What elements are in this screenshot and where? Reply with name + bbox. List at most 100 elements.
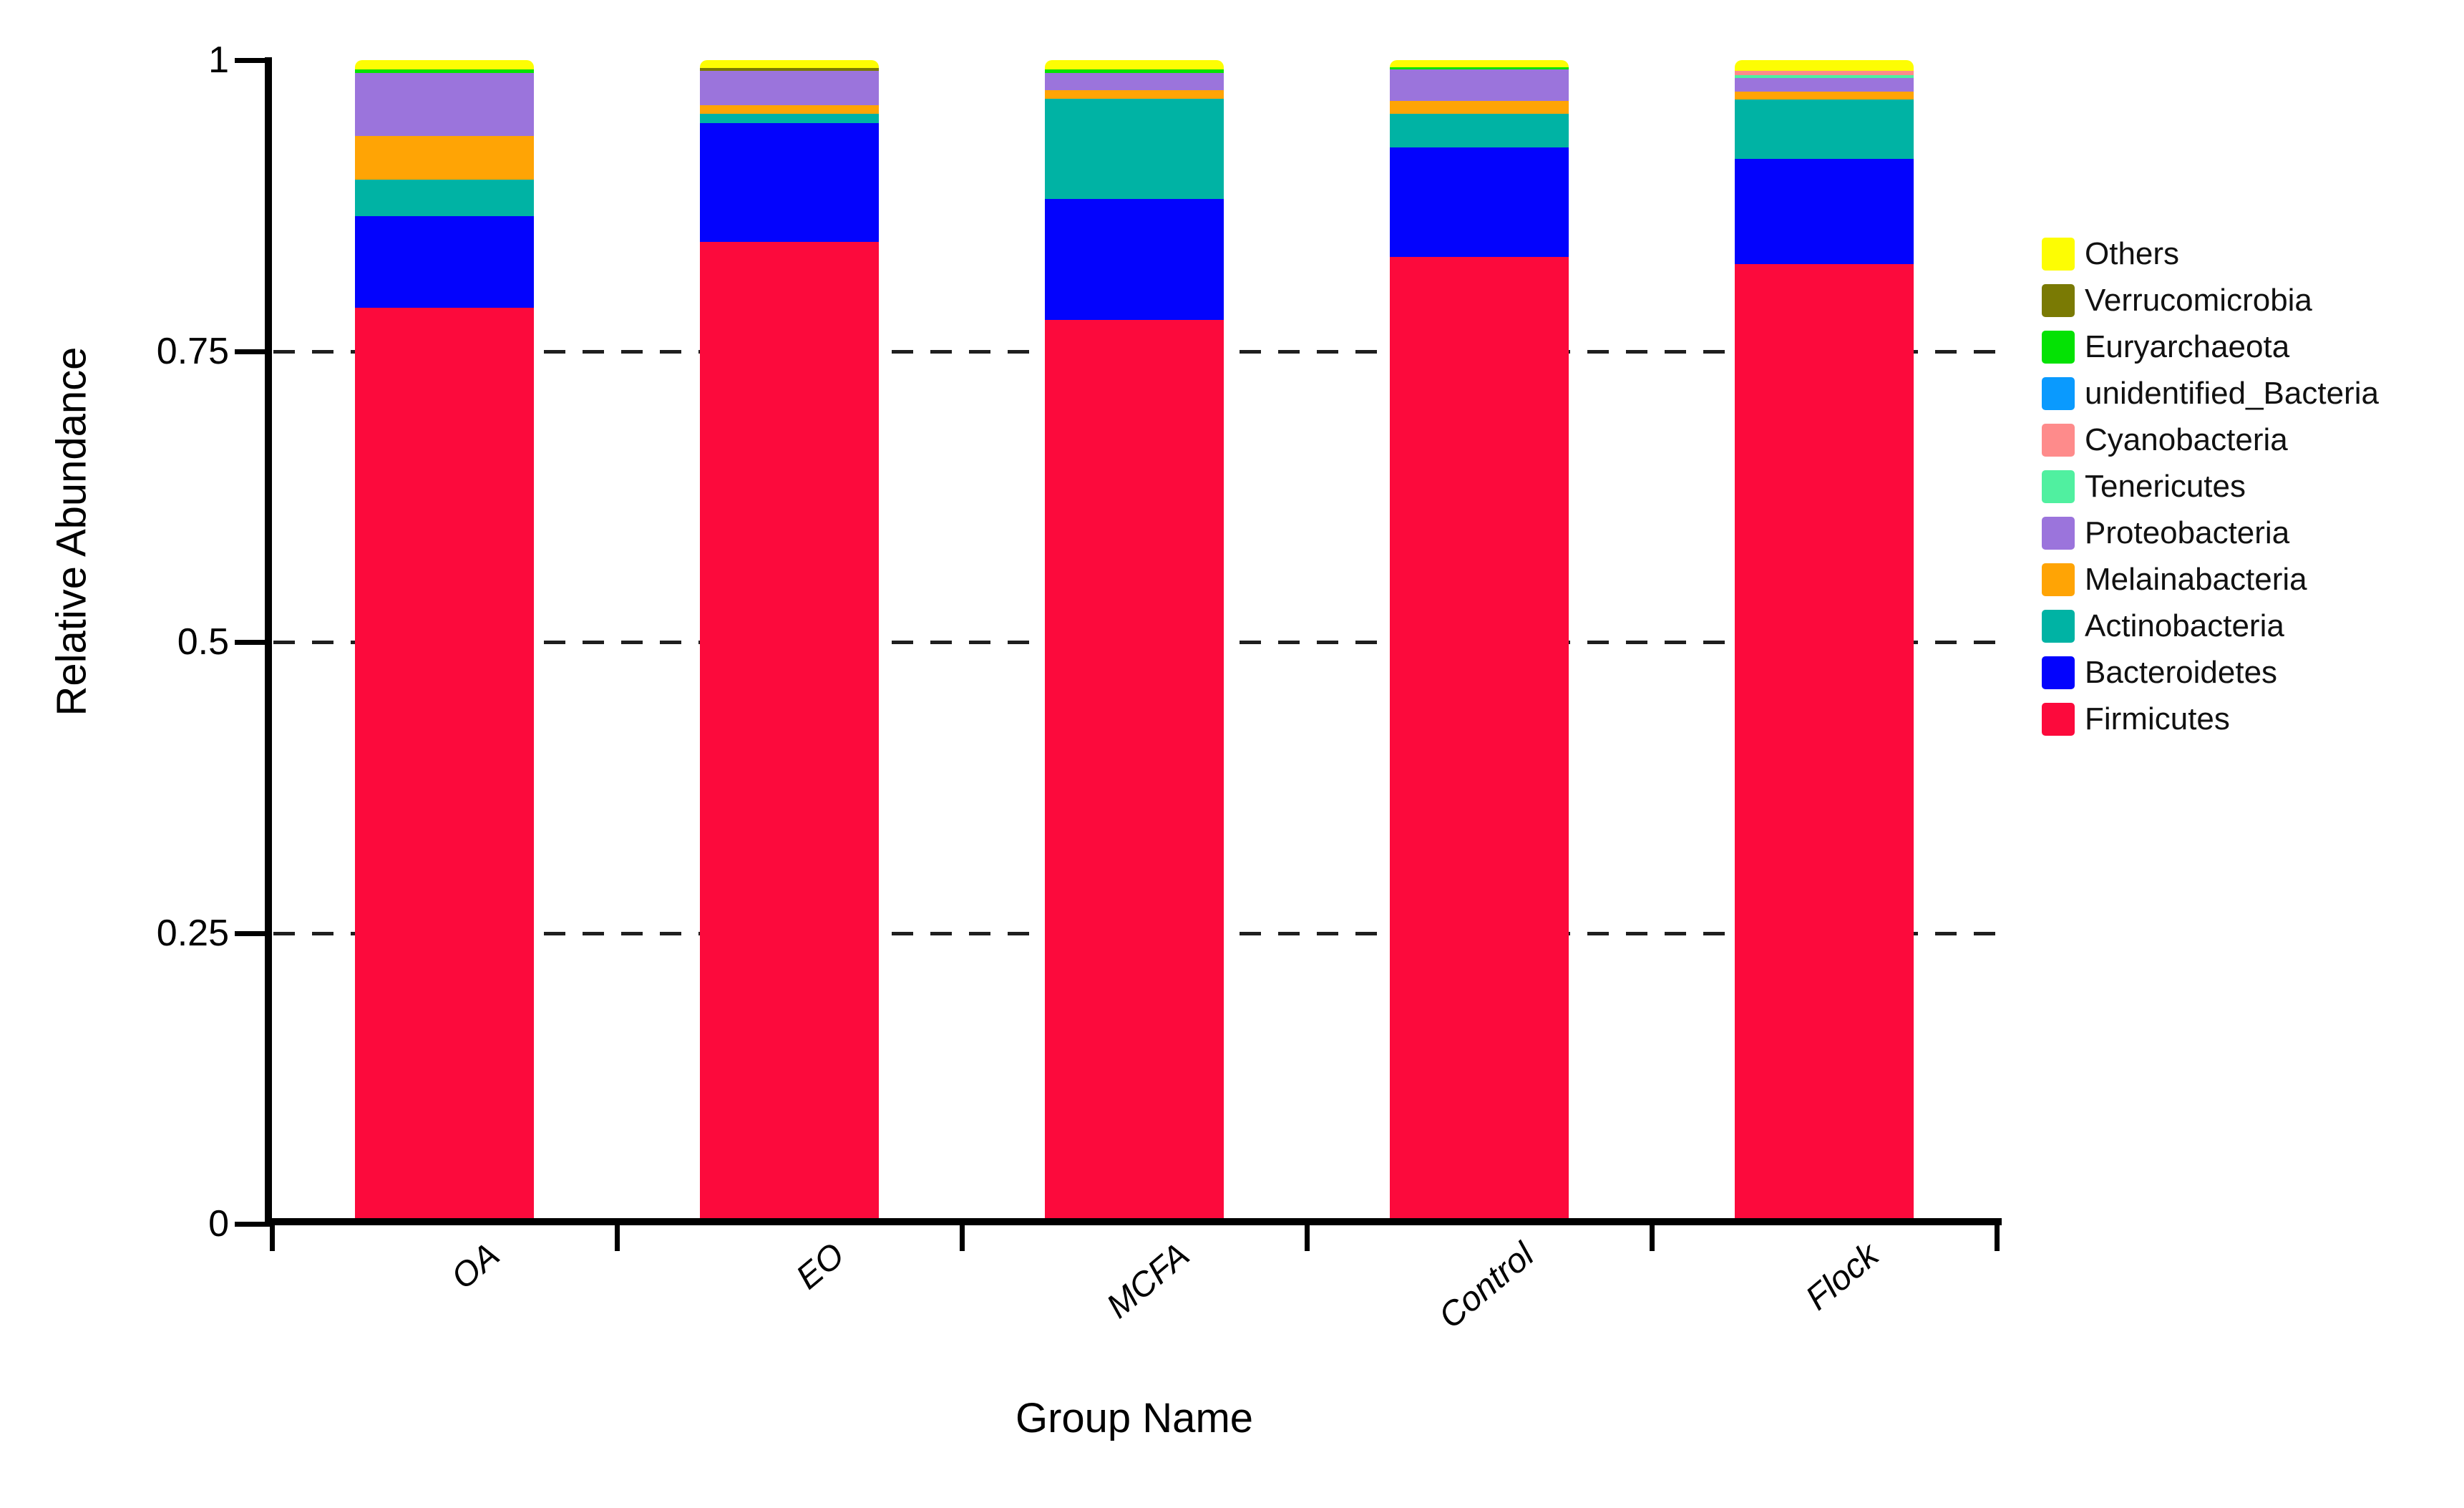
x-category-label-EO: EO	[789, 1235, 852, 1297]
bar-segment-Actinobacteria	[700, 113, 879, 123]
bar-segment-Euryarchaeota	[1390, 67, 1569, 70]
legend-label-Melainabacteria: Melainabacteria	[2085, 562, 2307, 597]
bar-segment-Bacteroidetes	[355, 215, 534, 308]
bar-segment-Proteobacteria	[1735, 77, 1914, 92]
legend-label-Verrucomicrobia: Verrucomicrobia	[2085, 283, 2312, 318]
legend-swatch-Melainabacteria	[2042, 563, 2075, 596]
legend-item-Proteobacteria: Proteobacteria	[2042, 517, 2379, 550]
legend-item-Bacteroidetes: Bacteroidetes	[2042, 656, 2379, 689]
x-tick-0	[270, 1224, 275, 1251]
bar-segment-Melainabacteria	[1735, 92, 1914, 100]
legend: Others Verrucomicrobia Euryarchaeota uniden…	[2042, 238, 2379, 736]
legend-item-Others: Others	[2042, 238, 2379, 271]
bar-segment-Others	[1390, 60, 1569, 67]
y-tick-0.75	[235, 349, 272, 354]
x-axis-title: Group Name	[1015, 1395, 1254, 1441]
bar-segment-Firmicutes	[355, 308, 534, 1224]
bar-segment-Proteobacteria	[1390, 69, 1569, 101]
legend-swatch-Proteobacteria	[2042, 517, 2075, 550]
y-tick-label-0.5: 0.5	[177, 621, 229, 663]
bar-segment-Bacteroidetes	[1390, 147, 1569, 257]
bar-segment-Bacteroidetes	[700, 122, 879, 242]
bar-segment-Tenericutes	[1735, 75, 1914, 78]
y-tick-0.5	[235, 640, 272, 645]
bar-MCFA	[1045, 60, 1224, 1224]
legend-item-Firmicutes: Firmicutes	[2042, 703, 2379, 736]
legend-swatch-Tenericutes	[2042, 470, 2075, 503]
bar-segment-Firmicutes	[1045, 319, 1224, 1224]
bar-segment-Firmicutes	[1735, 263, 1914, 1224]
legend-label-Bacteroidetes: Bacteroidetes	[2085, 655, 2278, 690]
plot-area	[272, 60, 2002, 1224]
y-tick-label-1: 1	[208, 39, 229, 81]
x-category-label-OA: OA	[444, 1235, 507, 1297]
y-tick-label-0.75: 0.75	[156, 331, 229, 372]
legend-swatch-Others	[2042, 238, 2075, 271]
legend-label-Firmicutes: Firmicutes	[2085, 701, 2230, 736]
bar-segment-Firmicutes	[700, 241, 879, 1224]
x-tick-4	[1650, 1224, 1655, 1251]
legend-label-Cyanobacteria: Cyanobacteria	[2085, 422, 2288, 457]
bar-segment-Others	[700, 60, 879, 69]
bar-segment-Others	[1735, 60, 1914, 71]
legend-item-Cyanobacteria: Cyanobacteria	[2042, 424, 2379, 457]
bar-segment-Actinobacteria	[1390, 113, 1569, 148]
bar-segment-Melainabacteria	[700, 105, 879, 114]
x-category-label-Control: Control	[1432, 1235, 1542, 1336]
legend-label-unidentified_Bacteria: unidentified_Bacteria	[2085, 376, 2379, 411]
bar-OA	[355, 60, 534, 1224]
legend-item-Verrucomicrobia: Verrucomicrobia	[2042, 284, 2379, 317]
x-tick-3	[1305, 1224, 1310, 1251]
x-category-label-Flock: Flock	[1798, 1235, 1886, 1318]
legend-swatch-Verrucomicrobia	[2042, 284, 2075, 317]
bar-segment-Others	[1045, 60, 1224, 70]
legend-swatch-Bacteroidetes	[2042, 656, 2075, 689]
bar-Flock	[1735, 60, 1914, 1224]
bar-segment-Melainabacteria	[355, 135, 534, 180]
bar-segment-Bacteroidetes	[1045, 198, 1224, 320]
legend-item-Actinobacteria: Actinobacteria	[2042, 610, 2379, 643]
x-tick-5	[1995, 1224, 2000, 1251]
bar-segment-Euryarchaeota	[1045, 69, 1224, 73]
bar-segment-Verrucomicrobia	[700, 68, 879, 71]
y-tick-0	[235, 1222, 272, 1227]
x-tick-2	[960, 1224, 965, 1251]
y-tick-label-0: 0	[208, 1203, 229, 1245]
bar-segment-Euryarchaeota	[355, 69, 534, 73]
bar-segment-Proteobacteria	[1045, 72, 1224, 91]
bar-segment-Actinobacteria	[1045, 98, 1224, 199]
bar-segment-Others	[355, 60, 534, 69]
y-axis-title: Relative Abundance	[48, 346, 95, 716]
bar-segment-Proteobacteria	[355, 72, 534, 136]
bar-segment-Firmicutes	[1390, 256, 1569, 1224]
legend-swatch-Euryarchaeota	[2042, 331, 2075, 364]
legend-swatch-Cyanobacteria	[2042, 424, 2075, 457]
legend-item-Euryarchaeota: Euryarchaeota	[2042, 331, 2379, 364]
bar-Control	[1390, 60, 1569, 1224]
legend-label-Euryarchaeota: Euryarchaeota	[2085, 329, 2290, 364]
y-tick-0.25	[235, 931, 272, 936]
legend-swatch-Actinobacteria	[2042, 610, 2075, 643]
y-tick-label-0.25: 0.25	[156, 913, 229, 954]
bar-segment-Cyanobacteria	[1735, 70, 1914, 76]
x-category-label-MCFA: MCFA	[1099, 1235, 1197, 1326]
x-tick-1	[615, 1224, 620, 1251]
x-axis-line	[265, 1218, 2002, 1225]
bar-segment-Bacteroidetes	[1735, 159, 1914, 264]
bar-EO	[700, 60, 879, 1224]
bar-segment-Actinobacteria	[355, 180, 534, 216]
y-tick-1	[235, 58, 272, 63]
bar-segment-Actinobacteria	[1735, 99, 1914, 160]
legend-item-Tenericutes: Tenericutes	[2042, 470, 2379, 503]
bar-segment-Melainabacteria	[1390, 100, 1569, 114]
legend-label-Proteobacteria: Proteobacteria	[2085, 515, 2290, 550]
legend-item-unidentified_Bacteria: unidentified_Bacteria	[2042, 377, 2379, 410]
legend-item-Melainabacteria: Melainabacteria	[2042, 563, 2379, 596]
legend-swatch-unidentified_Bacteria	[2042, 377, 2075, 410]
legend-label-Actinobacteria: Actinobacteria	[2085, 608, 2284, 643]
legend-label-Tenericutes: Tenericutes	[2085, 469, 2246, 504]
legend-swatch-Firmicutes	[2042, 703, 2075, 736]
bar-segment-Proteobacteria	[700, 70, 879, 106]
legend-label-Others: Others	[2085, 236, 2180, 271]
